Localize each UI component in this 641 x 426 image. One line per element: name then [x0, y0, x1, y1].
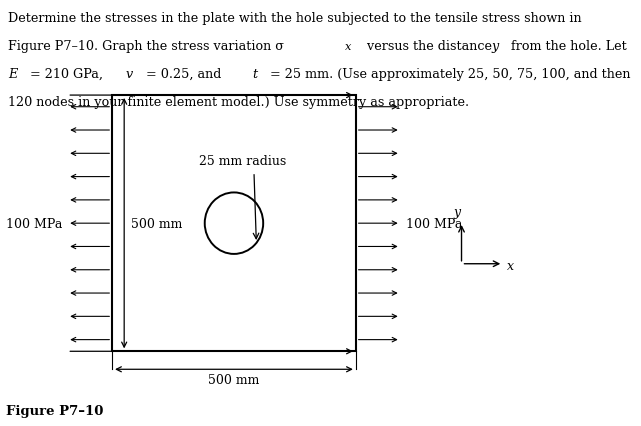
Text: = 0.25, and: = 0.25, and — [142, 68, 226, 81]
Text: 100 MPa: 100 MPa — [406, 217, 462, 230]
Text: y: y — [454, 206, 461, 219]
Text: = 25 mm. (Use approximately 25, 50, 75, 100, and then: = 25 mm. (Use approximately 25, 50, 75, … — [266, 68, 631, 81]
Ellipse shape — [204, 193, 263, 254]
Text: E: E — [8, 68, 17, 81]
Text: Determine the stresses in the plate with the hole subjected to the tensile stres: Determine the stresses in the plate with… — [8, 12, 581, 25]
Text: = 210 GPa,: = 210 GPa, — [26, 68, 107, 81]
Text: Figure P7–10: Figure P7–10 — [6, 404, 103, 417]
Text: from the hole. Let: from the hole. Let — [507, 40, 627, 53]
Text: Figure P7–10. Graph the stress variation σ: Figure P7–10. Graph the stress variation… — [8, 40, 284, 53]
Text: 500 mm: 500 mm — [208, 374, 260, 386]
Bar — [112, 96, 356, 351]
Text: y: y — [491, 40, 498, 53]
Text: 25 mm radius: 25 mm radius — [199, 155, 287, 167]
Text: 500 mm: 500 mm — [131, 217, 183, 230]
Text: 120 nodes in your finite element model.) Use symmetry as appropriate.: 120 nodes in your finite element model.)… — [8, 96, 469, 109]
Text: versus the distance: versus the distance — [363, 40, 496, 53]
Text: v: v — [126, 68, 133, 81]
Text: 100 MPa: 100 MPa — [6, 217, 62, 230]
Text: x: x — [507, 259, 514, 273]
Text: t: t — [252, 68, 257, 81]
Text: x: x — [345, 42, 351, 52]
